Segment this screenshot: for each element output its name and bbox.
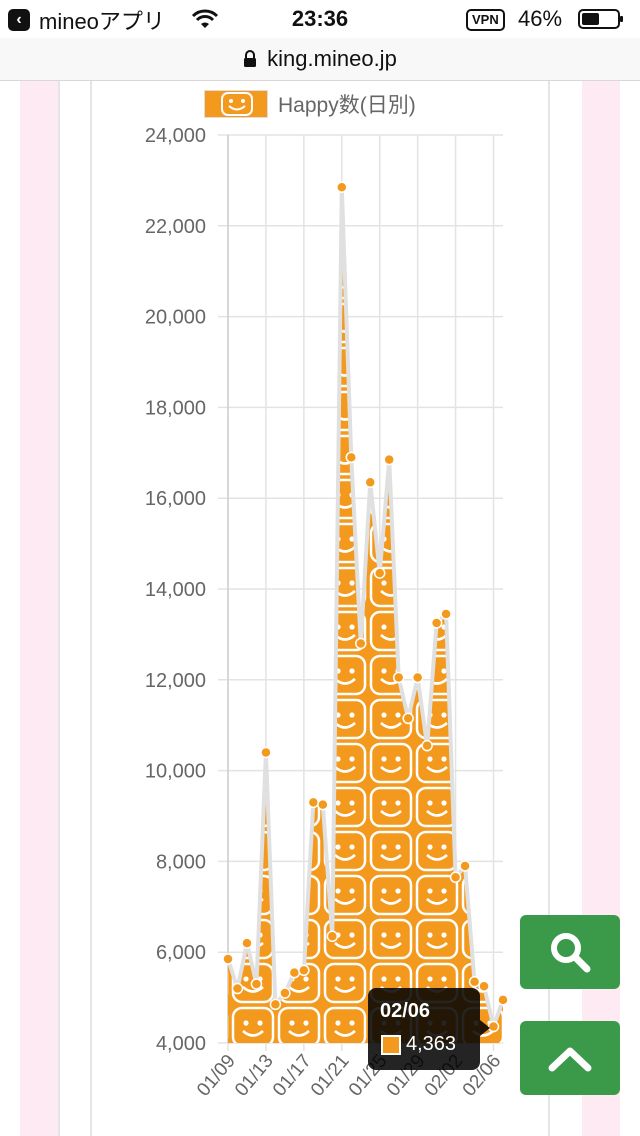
data-point [364,476,376,489]
data-point [497,994,509,1006]
y-tick-label: 22,000 [145,216,206,238]
y-tick-label: 18,000 [145,397,206,419]
data-point [478,980,490,992]
data-point [222,953,234,965]
y-tick-label: 24,000 [145,125,206,147]
wifi-icon [191,9,219,28]
chart-legend[interactable]: Happy数(日別) [204,89,416,119]
y-axis-labels: 4,000 6,000 8,000 10,000 12,000 14,000 16,000 1… [145,125,206,1055]
data-point [260,746,272,759]
data-point [383,453,395,466]
y-tick-label: 8,000 [156,851,206,873]
column-divider [548,81,550,1136]
data-point [468,975,481,988]
chart-area-layer [226,185,505,1044]
y-tick-label: 4,000 [156,1033,206,1055]
y-tick-label: 6,000 [156,942,206,964]
data-point [250,978,263,990]
tooltip-date: 02/06 [380,1000,431,1022]
url-text: king.mineo.jp [267,46,397,71]
data-point [317,798,329,811]
chevron-left-icon: ‹ [8,9,30,31]
tooltip-swatch [381,1035,401,1055]
lock-icon [244,50,257,67]
data-point [487,1020,500,1033]
data-point [298,964,310,977]
data-point [411,671,424,684]
chevron-up-icon [548,1047,592,1072]
data-point [355,637,367,650]
data-point [288,966,301,979]
y-tick-label: 10,000 [145,761,206,783]
data-point [336,181,348,193]
data-point [279,987,291,999]
data-point [402,712,414,725]
tooltip-arrow [480,1020,490,1036]
data-point [326,930,339,943]
data-point [307,796,320,809]
y-tick-label: 16,000 [145,488,206,510]
data-point [392,671,405,684]
battery-percent: 46% [518,6,563,31]
legend-label: Happy数(日別) [278,94,416,117]
column-divider [58,81,60,1136]
data-point [440,608,452,620]
series-area [228,187,503,1044]
x-tick-label: 01/17 [269,1051,316,1101]
y-tick-label: 14,000 [145,579,206,601]
search-icon [551,933,591,973]
data-point [241,937,253,949]
battery-icon [578,9,623,29]
left-side-band [20,81,58,1136]
data-point [269,998,282,1011]
address-bar[interactable]: king.mineo.jp [0,38,640,81]
data-point [449,871,462,884]
search-button[interactable] [520,915,620,989]
chart-points [222,181,509,1033]
data-point [459,860,471,872]
chart-tooltip: 02/06 4,363 [368,988,480,1070]
x-tick-label: 01/21 [307,1051,354,1101]
scroll-to-top-button[interactable] [520,1021,620,1095]
y-tick-label: 20,000 [145,307,206,329]
y-tick-label: 12,000 [145,670,206,692]
data-point [231,982,244,995]
data-point [421,739,433,752]
x-tick-label: 01/09 [193,1051,240,1101]
status-bar: ‹ mineoアプリ 23:36 VPN 46% [0,0,640,40]
page-content: 4,000 6,000 8,000 10,000 12,000 14,000 16,000 1… [0,81,640,1136]
legend-swatch [204,90,268,118]
column-divider [90,81,92,1136]
tooltip-value: 4,363 [406,1033,457,1055]
clock: 23:36 [291,6,349,31]
back-to-app-button[interactable]: ‹ mineoアプリ [8,6,165,34]
back-app-label: mineoアプリ [39,9,165,34]
data-point [373,567,386,579]
data-point [430,617,443,629]
vpn-badge: VPN [466,9,505,31]
data-point [345,451,358,464]
x-tick-label: 01/13 [231,1051,278,1101]
